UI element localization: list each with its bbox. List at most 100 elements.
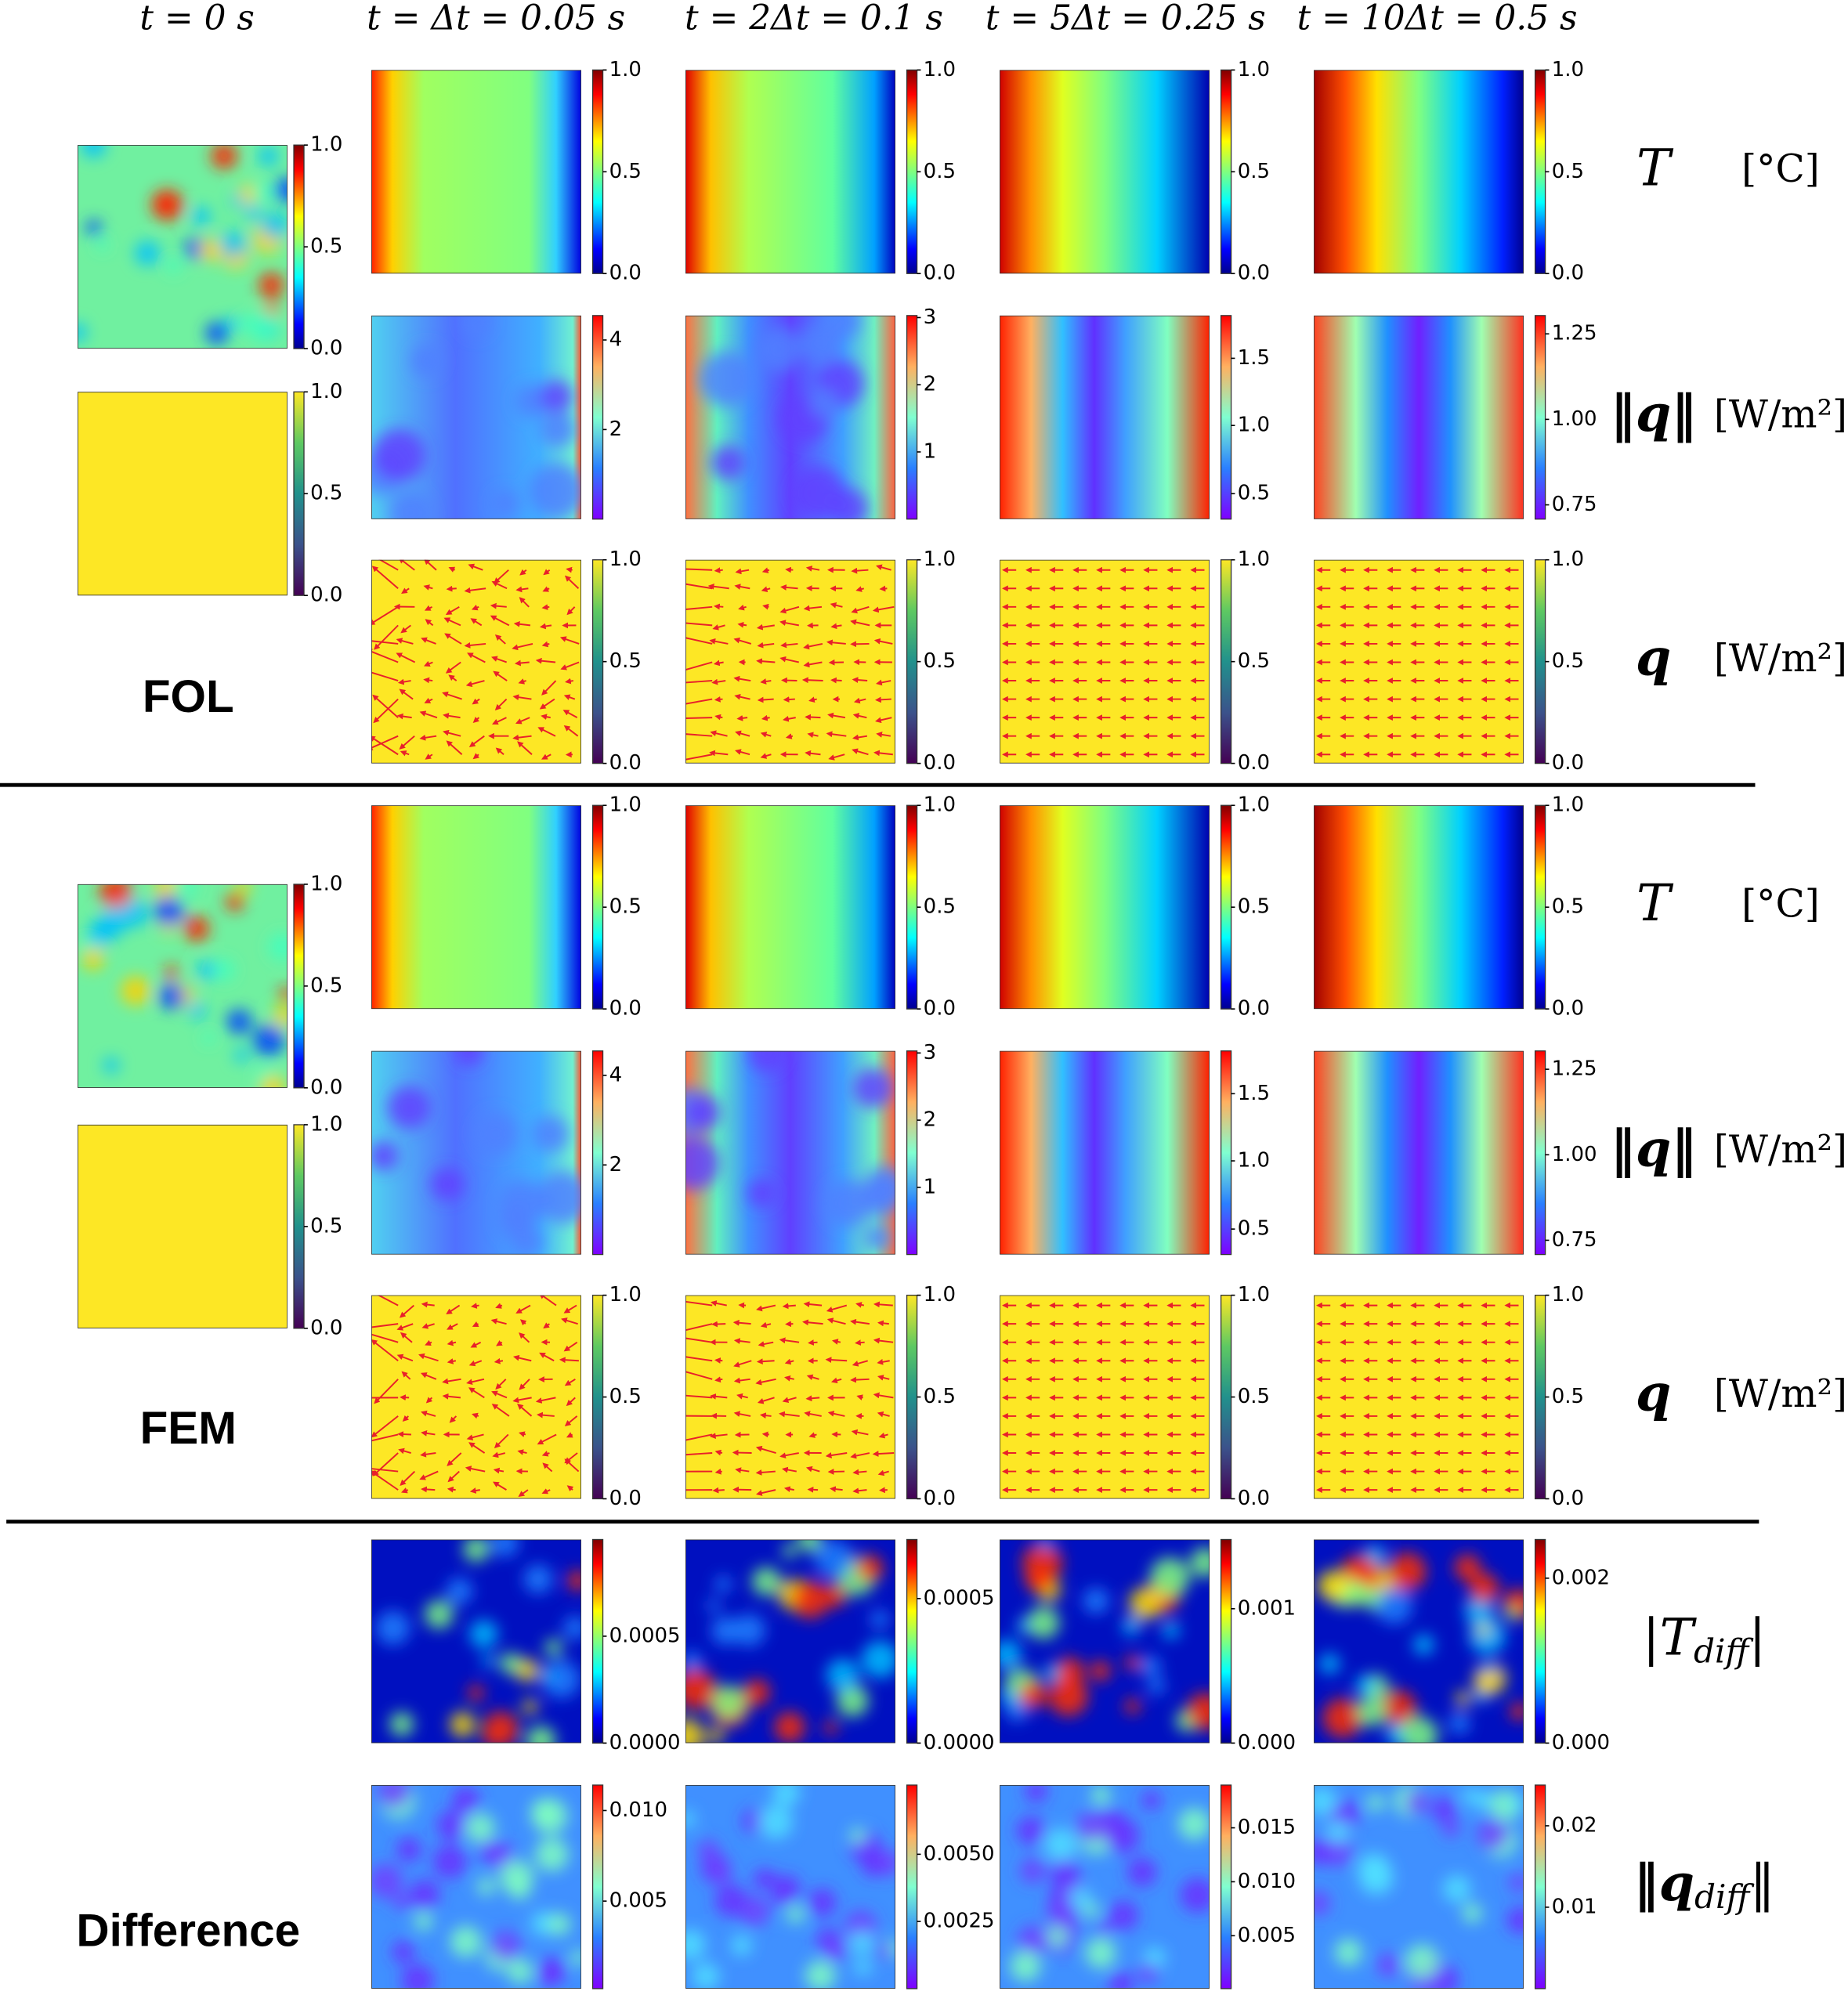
flux-arrow <box>755 1489 776 1496</box>
colorbar-tick-label: 1.0 <box>1238 1283 1270 1307</box>
flux-arrow <box>760 753 772 759</box>
colorbar <box>293 144 305 349</box>
flux-arrow <box>564 1378 576 1386</box>
flux-arrow <box>808 696 817 703</box>
field-blob <box>469 1619 498 1649</box>
flux-arrow <box>519 1332 530 1343</box>
colorbar-tick-label: 1.0 <box>609 1283 642 1307</box>
field-blob <box>1016 1816 1046 1845</box>
flux-arrow <box>564 1458 580 1473</box>
field-blob <box>714 1884 748 1917</box>
colorbar <box>906 559 918 764</box>
field-texture <box>371 1784 581 1989</box>
colorbar <box>1534 804 1546 1010</box>
field-blob <box>372 428 425 482</box>
flux-arrow <box>472 1321 479 1328</box>
flux-arrow <box>733 1360 752 1368</box>
field-blob <box>1448 1712 1470 1734</box>
field-blob <box>697 1839 719 1861</box>
field-blob <box>826 315 861 338</box>
row-symbol: |T <box>1643 1608 1698 1667</box>
colorbar-tick-label: 1.0 <box>609 793 642 817</box>
flux-arrow <box>377 1295 399 1307</box>
field-blob <box>98 906 128 937</box>
field-blob <box>523 1564 553 1594</box>
colorbar-tick-label: 1.0 <box>924 793 956 817</box>
flux-arrow <box>851 1429 869 1436</box>
colorbar-tick-label: 1.00 <box>1552 407 1597 431</box>
colorbar-tick-label: 0.5 <box>310 482 342 505</box>
field-panel <box>78 392 288 596</box>
field-panel <box>371 70 581 274</box>
flux-arrow <box>514 660 530 667</box>
flux-arrow <box>397 1431 411 1437</box>
field-blob <box>245 204 262 221</box>
field-blob <box>1441 1819 1460 1838</box>
flux-arrow <box>421 1323 435 1329</box>
field-panel <box>78 884 288 1088</box>
field-blob <box>1129 1587 1162 1620</box>
flux-arrow <box>421 1301 435 1308</box>
flux-arrow <box>464 642 486 649</box>
flux-arrow <box>539 698 555 710</box>
colorbar-tick-label: 0.000 <box>1552 1731 1610 1755</box>
flux-arrow <box>561 1317 578 1325</box>
field-image <box>1000 805 1210 1010</box>
flux-arrow <box>425 1397 433 1404</box>
field-blob <box>570 1950 581 1966</box>
field-blob <box>396 1837 421 1863</box>
flux-arrow <box>466 1433 484 1440</box>
row-symbol: ‖q‖ <box>1610 384 1696 443</box>
colorbar-tick-label: 0.005 <box>1238 1924 1296 1947</box>
field-blob <box>492 490 519 517</box>
field-blob <box>1404 1790 1430 1816</box>
flux-arrow <box>827 712 846 719</box>
flux-arrow <box>468 563 483 571</box>
field-blob <box>389 491 432 519</box>
field-blob <box>461 315 490 337</box>
colorbar <box>906 69 918 274</box>
colorbar <box>1220 804 1232 1010</box>
field-blob <box>454 1050 484 1066</box>
flux-arrow <box>685 1433 713 1441</box>
colorbar <box>1220 1294 1232 1500</box>
field-panel <box>1000 315 1210 519</box>
flux-arrow <box>761 586 771 593</box>
flux-arrow <box>875 696 891 703</box>
flux-arrow <box>425 619 434 627</box>
field-panel <box>685 315 895 519</box>
flux-arrow <box>447 1470 460 1483</box>
flux-arrow <box>757 642 775 649</box>
field-image <box>78 145 288 349</box>
colorbar <box>293 1124 305 1329</box>
flux-arrow <box>707 583 729 590</box>
field-blob <box>1462 1787 1478 1804</box>
field-image <box>78 392 288 596</box>
colorbar-tick-label: 1.0 <box>924 1283 956 1307</box>
flux-arrow <box>371 735 399 750</box>
field-blob <box>226 1009 252 1035</box>
field-blob <box>152 193 173 213</box>
flux-arrow <box>564 1415 578 1427</box>
flux-arrow <box>784 1375 794 1382</box>
flux-arrow <box>512 734 532 741</box>
flux-arrow <box>803 605 823 612</box>
field-blob <box>1108 1971 1134 1989</box>
flux-arrow <box>543 569 551 576</box>
field-blob <box>1141 1790 1161 1810</box>
flux-arrow <box>400 1332 413 1343</box>
field-blob <box>1413 1634 1434 1656</box>
row-symbol: T <box>1636 139 1674 197</box>
colorbar-tick-label: 0.5 <box>1238 1217 1270 1241</box>
field-texture <box>375 1539 581 1744</box>
field-blob <box>1187 1693 1210 1730</box>
flux-arrow <box>780 584 798 591</box>
row-symbol: ‖q <box>1633 1853 1694 1913</box>
flux-arrow <box>803 642 823 650</box>
flux-arrow <box>780 642 798 649</box>
field-blob <box>808 1888 837 1917</box>
column-header: t = 2Δt = 0.1 s <box>685 0 943 38</box>
field-blob <box>165 258 182 274</box>
flux-arrow <box>827 1411 845 1417</box>
flux-arrow <box>685 1323 713 1332</box>
